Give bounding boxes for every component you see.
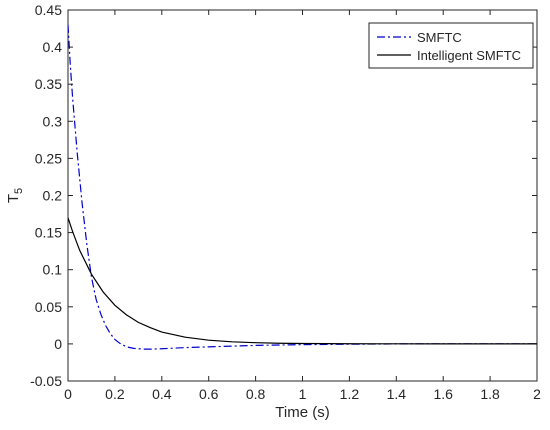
x-axis-ticks: 0 0.2 0.4 0.6 0.8 1 1.2 1.4 1.6 1.8 2 [64,10,541,402]
y-tick-label: 0.1 [43,262,63,278]
x-tick-label: 1.2 [340,386,360,402]
series-lines [68,24,537,350]
x-tick-label: 1.6 [433,386,453,402]
legend-label: SMFTC [417,30,462,45]
x-tick-label: 1.8 [480,386,500,402]
x-tick-label: 0.6 [199,386,219,402]
series-line-0 [68,24,537,350]
x-tick-label: 2 [533,386,541,402]
legend: SMFTC Intelligent SMFTC [368,22,534,69]
x-tick-label: 1 [299,386,307,402]
y-tick-label: 0.05 [35,299,62,315]
y-axis-label-subscript: 5 [13,188,25,194]
y-tick-label: 0 [54,336,62,352]
x-tick-label: 0 [64,386,72,402]
x-tick-label: 0.4 [152,386,172,402]
legend-box [368,22,534,69]
y-tick-label: 0.4 [43,39,63,55]
y-tick-label: 0.2 [43,188,63,204]
y-tick-label: 0.3 [43,113,63,129]
series-line-1 [68,217,537,345]
x-tick-label: 0.8 [246,386,266,402]
x-axis-label: Time (s) [275,404,329,421]
y-tick-label: 0.25 [35,150,62,166]
y-tick-label: 0.15 [35,225,62,241]
x-tick-label: 0.2 [105,386,125,402]
y-axis-ticks: -0.05 0 0.05 0.1 0.15 0.2 0.25 0.3 0.35 0.4 0.45 [30,2,537,389]
y-tick-label: 0.45 [35,2,62,18]
x-tick-label: 1.4 [387,386,407,402]
y-axis-label: T5 [5,188,25,203]
y-tick-label: -0.05 [30,373,62,389]
y-axis-label-main: T [5,194,22,203]
y-tick-label: 0.35 [35,76,62,92]
legend-label: Intelligent SMFTC [417,48,521,63]
